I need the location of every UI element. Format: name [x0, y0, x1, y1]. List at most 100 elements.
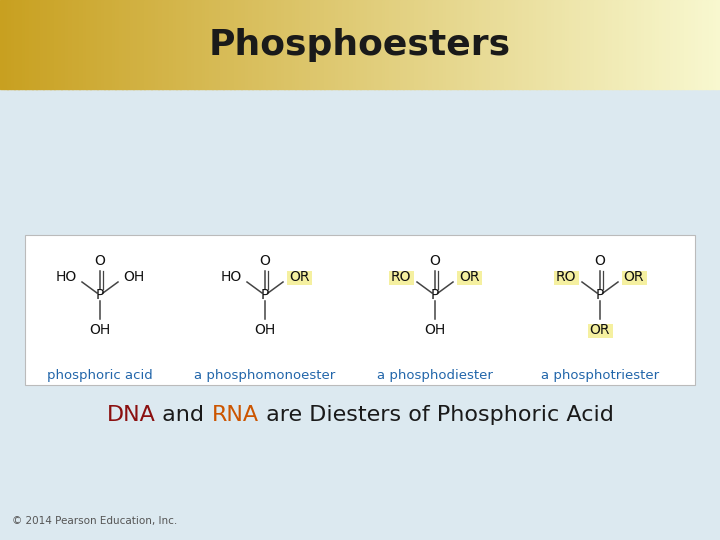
Bar	[180, 0, 184, 89]
Text: OH: OH	[89, 323, 111, 337]
Bar	[526, 0, 530, 89]
Text: HO: HO	[220, 270, 242, 284]
Text: OR: OR	[590, 323, 611, 337]
Bar	[284, 0, 289, 89]
Bar	[396, 0, 400, 89]
Bar	[378, 0, 382, 89]
Bar	[630, 0, 634, 89]
Bar	[659, 0, 663, 89]
Bar	[18, 0, 22, 89]
Text: Phosphoesters: Phosphoesters	[209, 28, 511, 62]
Bar	[230, 0, 235, 89]
Text: HO: HO	[55, 270, 76, 284]
Bar	[83, 0, 87, 89]
Bar	[176, 0, 181, 89]
Bar	[198, 0, 202, 89]
Text: P: P	[431, 288, 439, 302]
Bar	[533, 0, 537, 89]
Bar	[511, 0, 516, 89]
Bar	[302, 0, 307, 89]
Bar	[58, 0, 62, 89]
Bar	[551, 0, 555, 89]
Bar	[655, 0, 660, 89]
Bar	[482, 0, 487, 89]
Bar	[133, 0, 138, 89]
Text: RO: RO	[391, 270, 411, 284]
Text: OR: OR	[459, 270, 480, 284]
Bar	[590, 0, 595, 89]
Bar	[162, 0, 166, 89]
Bar	[227, 0, 231, 89]
Bar	[677, 0, 681, 89]
Bar	[634, 0, 638, 89]
Bar	[522, 0, 526, 89]
Bar	[72, 0, 76, 89]
Bar	[313, 0, 318, 89]
Bar	[475, 0, 480, 89]
Text: RNA: RNA	[212, 405, 258, 425]
Bar	[468, 0, 472, 89]
Bar	[29, 0, 33, 89]
Bar	[576, 0, 580, 89]
Bar	[248, 0, 253, 89]
Bar	[223, 0, 228, 89]
Bar	[364, 0, 368, 89]
Bar	[4, 0, 8, 89]
Bar	[554, 0, 559, 89]
Bar	[709, 0, 714, 89]
Text: and: and	[156, 405, 212, 425]
Bar	[691, 0, 696, 89]
Bar	[335, 0, 339, 89]
Text: are Diesters of Phosphoric Acid: are Diesters of Phosphoric Acid	[258, 405, 613, 425]
Bar	[670, 0, 674, 89]
Bar	[598, 0, 602, 89]
Bar	[410, 0, 415, 89]
Bar	[320, 0, 325, 89]
Bar	[472, 0, 476, 89]
Bar	[43, 0, 48, 89]
Bar	[382, 0, 386, 89]
Text: a phosphodiester: a phosphodiester	[377, 368, 493, 381]
FancyBboxPatch shape	[389, 271, 413, 285]
Bar	[637, 0, 642, 89]
Bar	[443, 0, 447, 89]
Text: OH: OH	[254, 323, 276, 337]
Bar	[79, 0, 84, 89]
Bar	[400, 0, 404, 89]
Bar	[277, 0, 282, 89]
FancyBboxPatch shape	[456, 271, 482, 285]
Bar	[562, 0, 566, 89]
Bar	[508, 0, 512, 89]
Bar	[328, 0, 332, 89]
Bar	[306, 0, 310, 89]
Bar	[25, 235, 695, 385]
Bar	[392, 0, 397, 89]
Bar	[7, 0, 12, 89]
Bar	[338, 0, 343, 89]
Bar	[605, 0, 609, 89]
FancyBboxPatch shape	[554, 271, 578, 285]
Bar	[274, 0, 278, 89]
Bar	[374, 0, 379, 89]
Bar	[385, 0, 390, 89]
Bar	[371, 0, 375, 89]
Bar	[324, 0, 328, 89]
FancyBboxPatch shape	[621, 271, 647, 285]
Text: P: P	[96, 288, 104, 302]
Bar	[353, 0, 357, 89]
Bar	[572, 0, 577, 89]
Text: a phosphotriester: a phosphotriester	[541, 368, 659, 381]
Bar	[641, 0, 645, 89]
Bar	[461, 0, 465, 89]
Bar	[414, 0, 418, 89]
FancyBboxPatch shape	[588, 323, 613, 338]
Bar	[425, 0, 429, 89]
Bar	[184, 0, 188, 89]
Bar	[266, 0, 271, 89]
Bar	[565, 0, 570, 89]
Bar	[493, 0, 498, 89]
Bar	[270, 0, 274, 89]
Bar	[126, 0, 130, 89]
Bar	[11, 0, 15, 89]
Bar	[151, 0, 156, 89]
